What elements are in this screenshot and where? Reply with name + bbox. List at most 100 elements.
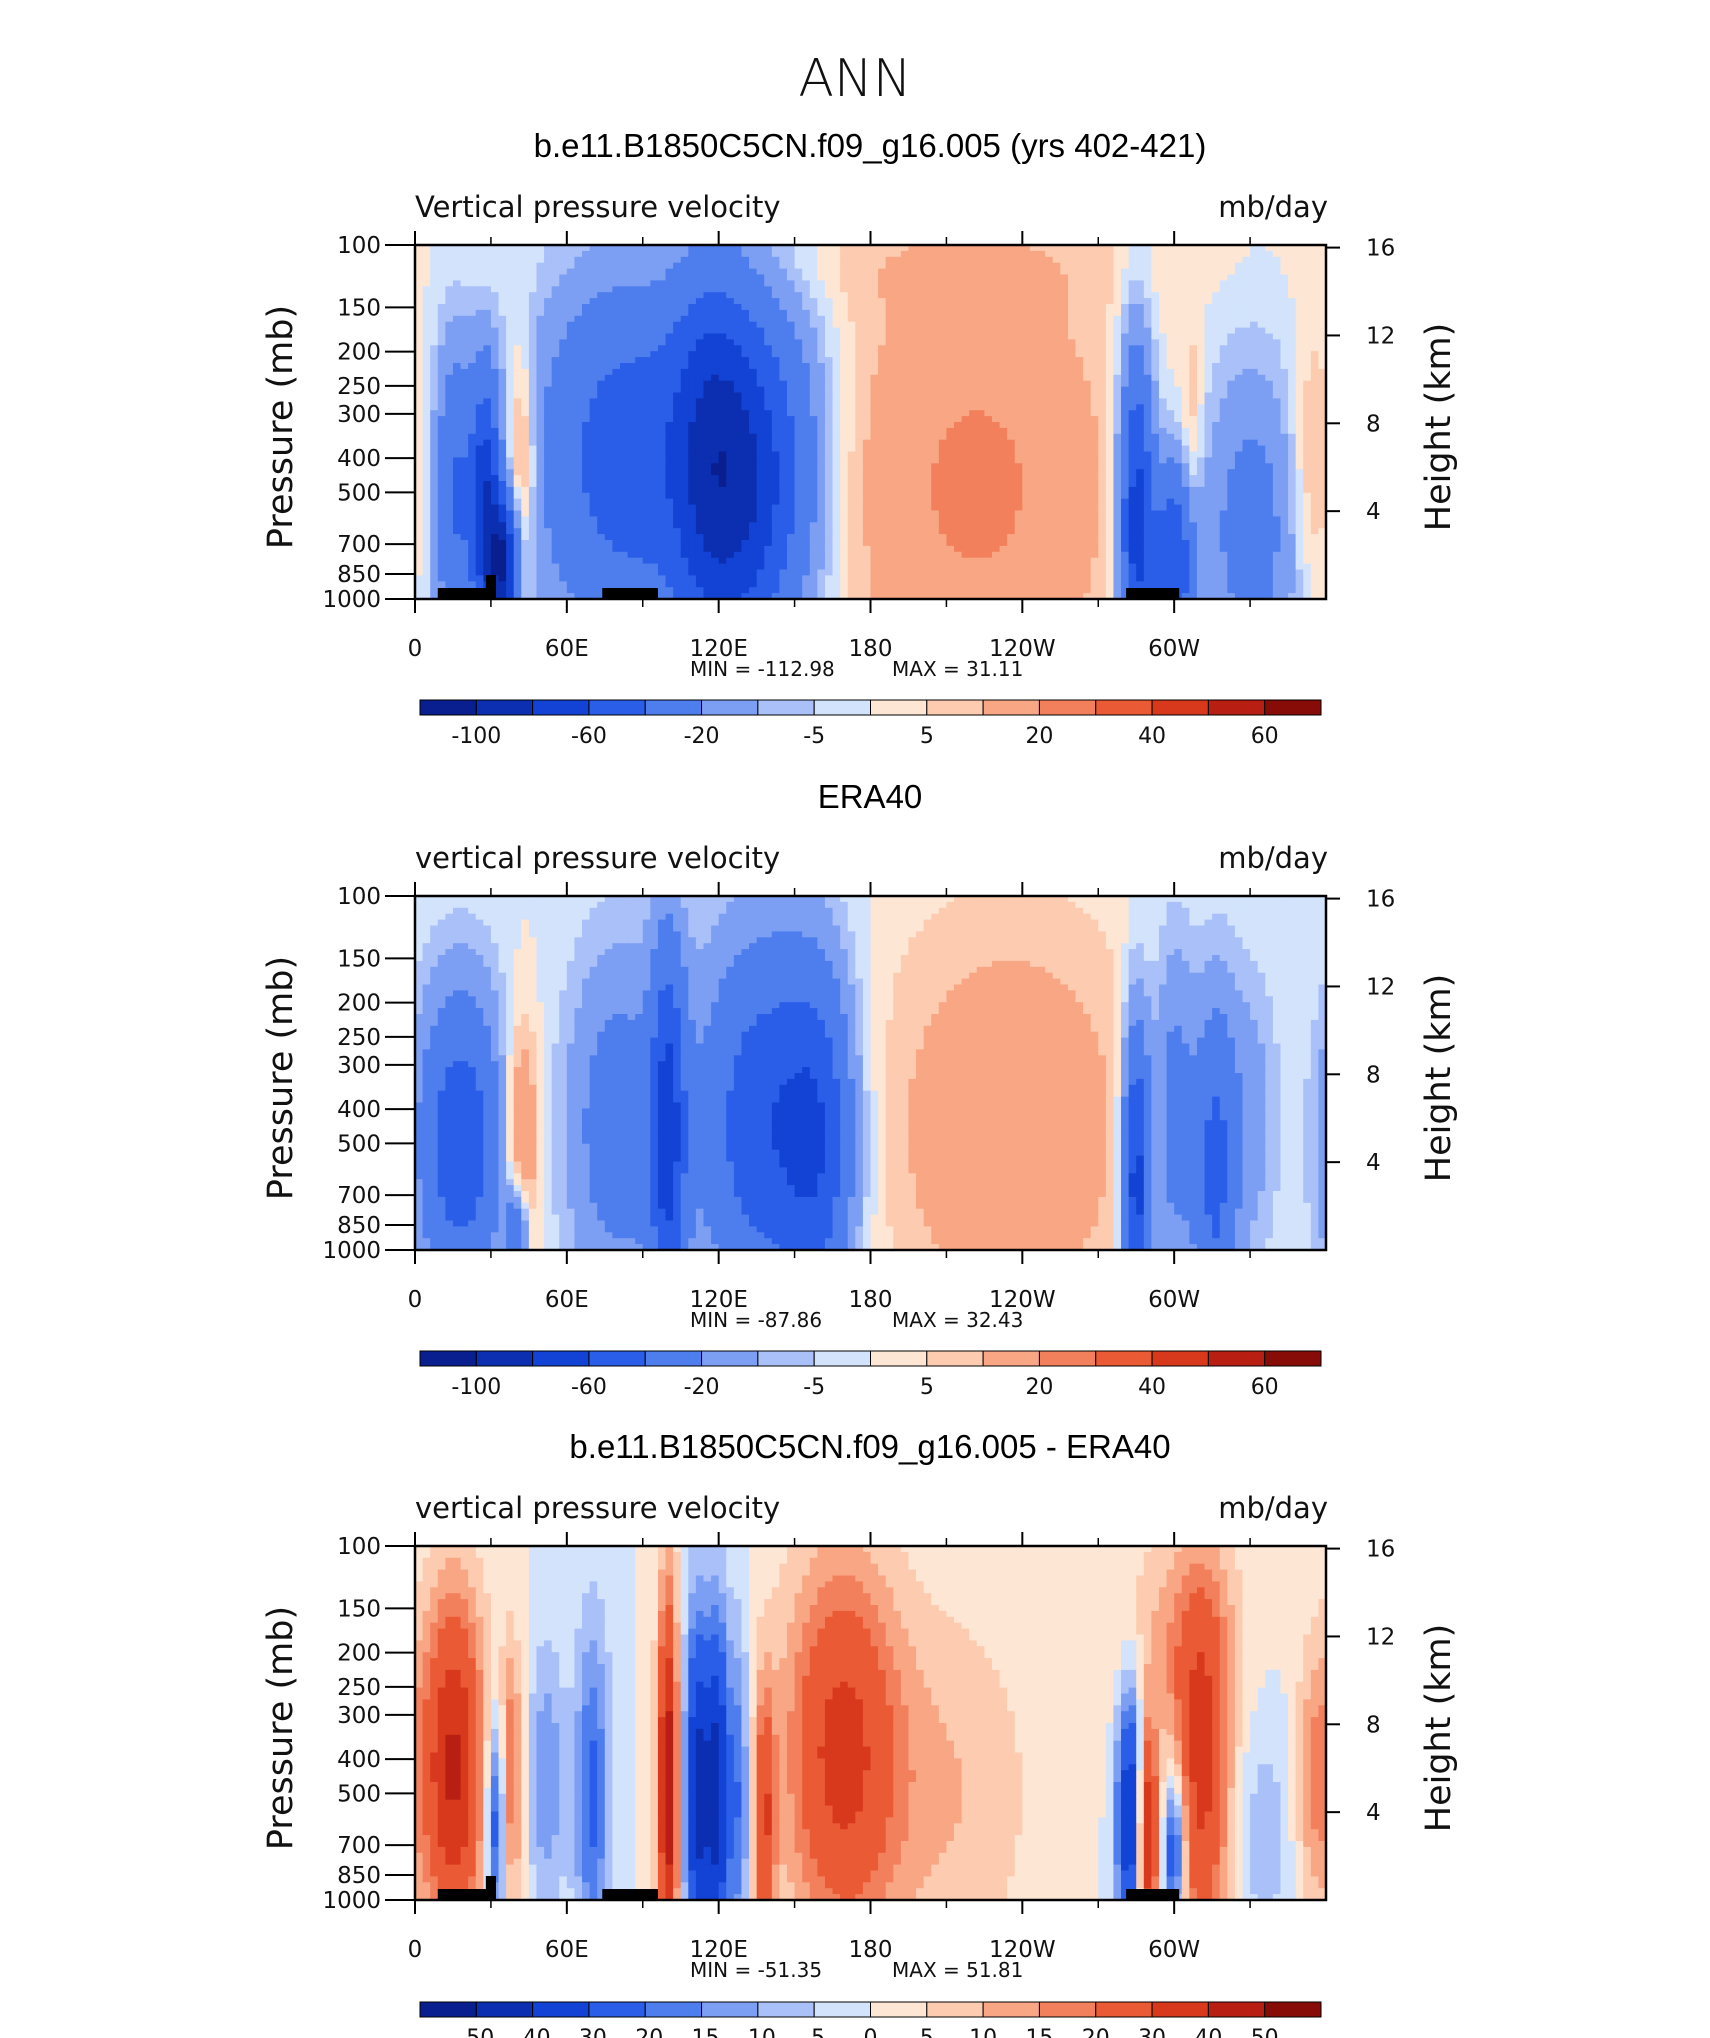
field-cell bbox=[1105, 345, 1115, 352]
field-cell bbox=[923, 457, 932, 464]
field-cell bbox=[483, 368, 492, 376]
field-cell bbox=[1303, 392, 1312, 399]
field-cell bbox=[802, 268, 811, 276]
field-cell bbox=[931, 475, 940, 482]
field-cell bbox=[786, 245, 796, 252]
field-cell bbox=[1128, 327, 1137, 335]
field-cell bbox=[923, 386, 932, 394]
field-cell bbox=[916, 445, 925, 453]
field-cell bbox=[452, 327, 462, 335]
field-cell bbox=[908, 451, 917, 458]
field-cell bbox=[961, 256, 970, 264]
field-cell bbox=[544, 386, 553, 394]
field-cell bbox=[490, 427, 500, 435]
field-cell bbox=[1090, 250, 1099, 258]
field-cell bbox=[1196, 451, 1206, 458]
field-cell bbox=[1045, 422, 1054, 429]
field-cell bbox=[703, 404, 712, 411]
field-cell bbox=[961, 292, 970, 299]
field-cell bbox=[916, 327, 925, 335]
field-cell bbox=[1250, 327, 1259, 335]
field-cell bbox=[1234, 298, 1244, 305]
field-cell bbox=[445, 280, 454, 287]
field-cell bbox=[954, 374, 963, 382]
field-cell bbox=[741, 368, 750, 376]
field-cell bbox=[1219, 445, 1228, 453]
field-cell bbox=[1060, 416, 1069, 423]
field-cell bbox=[1014, 386, 1023, 394]
field-cell bbox=[604, 439, 613, 447]
field-cell bbox=[528, 475, 538, 482]
field-cell bbox=[1204, 309, 1213, 317]
field-cell bbox=[999, 280, 1008, 287]
field-cell bbox=[794, 327, 803, 335]
field-cell bbox=[1143, 245, 1152, 252]
field-cell bbox=[1295, 327, 1304, 335]
field-cell bbox=[657, 368, 667, 376]
field-cell bbox=[551, 286, 560, 293]
field-cell bbox=[1310, 351, 1320, 358]
field-cell bbox=[1128, 268, 1137, 276]
field-cell bbox=[999, 309, 1008, 317]
field-cell bbox=[756, 451, 765, 458]
field-cell bbox=[999, 374, 1008, 382]
field-cell bbox=[855, 386, 864, 394]
field-cell bbox=[862, 481, 872, 488]
field-cell bbox=[1090, 274, 1099, 281]
field-cell bbox=[544, 274, 553, 281]
field-cell bbox=[1083, 280, 1092, 287]
field-cell bbox=[559, 274, 568, 281]
field-cell bbox=[931, 315, 940, 323]
field-cell bbox=[817, 380, 826, 388]
field-cell bbox=[498, 463, 507, 470]
field-cell bbox=[688, 481, 697, 488]
field-cell bbox=[650, 463, 659, 470]
field-cell bbox=[1189, 327, 1198, 335]
field-cell bbox=[764, 286, 773, 293]
field-cell bbox=[612, 363, 621, 370]
field-cell bbox=[703, 374, 712, 382]
field-cell bbox=[506, 363, 515, 370]
field-cell bbox=[551, 457, 560, 464]
field-cell bbox=[726, 268, 735, 276]
field-cell bbox=[938, 286, 948, 293]
field-cell bbox=[1128, 398, 1137, 405]
field-cell bbox=[969, 327, 978, 335]
field-cell bbox=[786, 386, 796, 394]
field-cell bbox=[688, 380, 697, 388]
field-cell bbox=[1067, 292, 1077, 299]
field-cell bbox=[536, 486, 545, 494]
field-cell bbox=[703, 339, 712, 346]
field-cell bbox=[878, 327, 887, 335]
field-cell bbox=[1029, 262, 1039, 270]
field-cell bbox=[1105, 427, 1115, 435]
field-cell bbox=[673, 368, 682, 376]
field-cell bbox=[817, 475, 826, 482]
field-cell bbox=[946, 445, 955, 453]
field-cell bbox=[855, 457, 864, 464]
field-cell bbox=[946, 422, 955, 429]
field-cell bbox=[452, 315, 462, 323]
field-cell bbox=[665, 280, 674, 287]
field-cell bbox=[695, 486, 705, 494]
field-cell bbox=[1022, 315, 1031, 323]
field-cell bbox=[1014, 292, 1023, 299]
field-cell bbox=[490, 380, 500, 388]
field-cell bbox=[1045, 327, 1054, 335]
field-cell bbox=[415, 321, 424, 329]
field-cell bbox=[657, 463, 667, 470]
field-cell bbox=[521, 304, 530, 311]
field-cell bbox=[460, 333, 469, 340]
field-cell bbox=[1113, 469, 1122, 476]
field-cell bbox=[422, 380, 431, 388]
field-cell bbox=[619, 256, 629, 264]
field-cell bbox=[1181, 386, 1190, 394]
field-cell bbox=[422, 433, 431, 441]
field-cell bbox=[513, 410, 522, 417]
field-cell bbox=[1158, 368, 1168, 376]
field-cell bbox=[604, 410, 613, 417]
field-cell bbox=[490, 339, 500, 346]
field-cell bbox=[703, 439, 712, 447]
field-cell bbox=[756, 327, 765, 335]
field-cell bbox=[870, 280, 879, 287]
